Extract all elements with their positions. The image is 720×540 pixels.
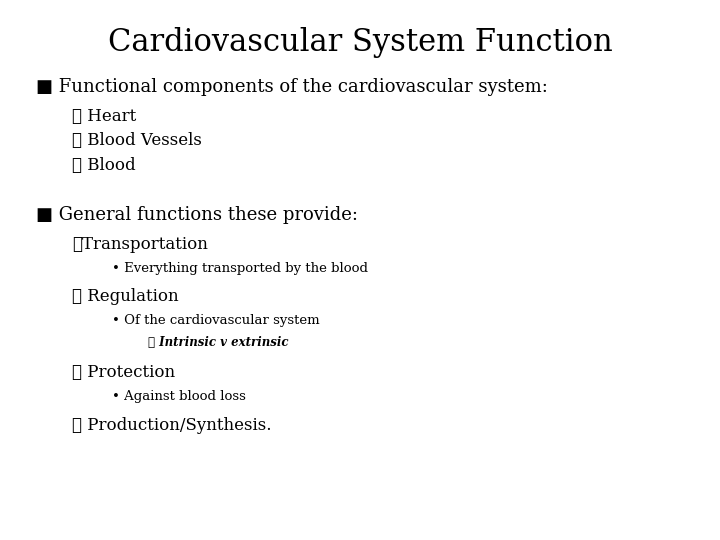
Text: ➤Transportation: ➤Transportation — [72, 236, 208, 253]
Text: ✓ Intrinsic v extrinsic: ✓ Intrinsic v extrinsic — [148, 336, 288, 349]
Text: • Everything transported by the blood: • Everything transported by the blood — [112, 262, 368, 275]
Text: ➤ Production/Synthesis.: ➤ Production/Synthesis. — [72, 417, 271, 434]
Text: • Against blood loss: • Against blood loss — [112, 390, 246, 403]
Text: ■ Functional components of the cardiovascular system:: ■ Functional components of the cardiovas… — [36, 78, 548, 96]
Text: ➤ Heart: ➤ Heart — [72, 108, 136, 125]
Text: • Of the cardiovascular system: • Of the cardiovascular system — [112, 314, 319, 327]
Text: Cardiovascular System Function: Cardiovascular System Function — [107, 27, 613, 58]
Text: ➤ Blood Vessels: ➤ Blood Vessels — [72, 132, 202, 149]
Text: ➤ Blood: ➤ Blood — [72, 157, 135, 173]
Text: ➤ Protection: ➤ Protection — [72, 364, 175, 381]
Text: ■ General functions these provide:: ■ General functions these provide: — [36, 206, 358, 224]
Text: ➤ Regulation: ➤ Regulation — [72, 288, 179, 305]
